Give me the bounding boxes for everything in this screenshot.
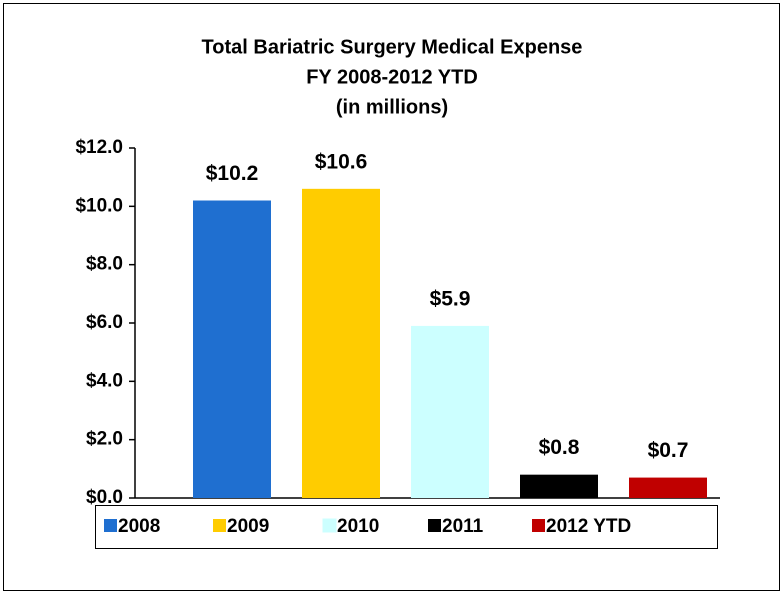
chart-title: (in millions) xyxy=(336,96,448,118)
legend-label: 2010 xyxy=(337,516,379,537)
legend-swatch xyxy=(428,519,441,532)
y-tick-label: $4.0 xyxy=(86,370,123,391)
value-label: $10.2 xyxy=(206,162,259,185)
chart-title: Total Bariatric Surgery Medical Expense xyxy=(202,36,583,58)
y-tick-label: $6.0 xyxy=(86,312,123,333)
y-tick-label: $12.0 xyxy=(75,137,123,158)
y-tick-label: $10.0 xyxy=(75,195,123,216)
legend-label: 2008 xyxy=(118,516,160,537)
bar xyxy=(520,474,598,498)
value-label: $0.7 xyxy=(648,439,689,462)
legend-label: 2012 YTD xyxy=(546,516,631,537)
bar xyxy=(411,325,489,498)
legend-swatch xyxy=(322,518,337,533)
legend-swatch xyxy=(213,519,226,532)
legend-label: 2009 xyxy=(227,516,269,537)
legend-swatch xyxy=(104,519,117,532)
bar xyxy=(193,200,271,498)
y-tick-label: $2.0 xyxy=(86,429,123,450)
legend-label: 2011 xyxy=(442,516,484,537)
value-label: $10.6 xyxy=(315,150,368,173)
y-tick-label: $0.0 xyxy=(86,487,123,508)
chart-title: FY 2008-2012 YTD xyxy=(306,66,478,88)
bar xyxy=(629,477,707,498)
bar xyxy=(302,188,380,499)
legend-box xyxy=(95,505,718,549)
value-label: $5.9 xyxy=(430,287,471,310)
legend-swatch xyxy=(532,519,545,532)
value-label: $0.8 xyxy=(539,436,580,459)
y-tick-label: $8.0 xyxy=(86,254,123,275)
